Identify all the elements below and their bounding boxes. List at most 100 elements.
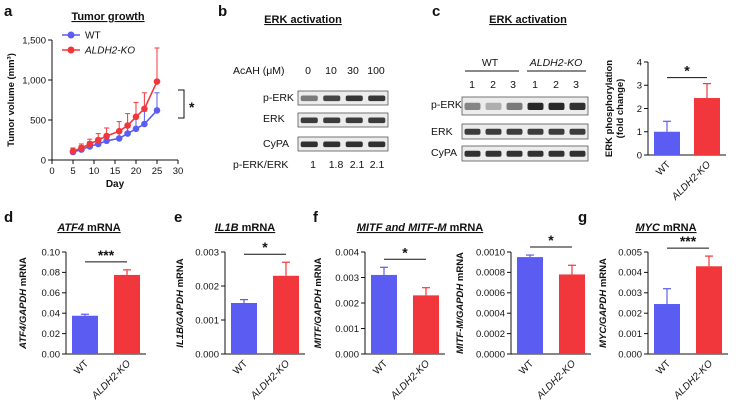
panel-e-ylabel-unit: mRNA — [175, 258, 186, 290]
blot-c-perk-band — [485, 102, 502, 110]
panel-a-point-wt — [132, 125, 140, 133]
panel-c-ytick-label: 1 — [637, 127, 642, 138]
blot-c-cypa-membrane — [461, 145, 589, 162]
panel-f2-ytick-label: 0.0004 — [476, 309, 505, 320]
blot-c-group-wt: WT — [482, 57, 499, 69]
panel-g-ylabel-gene: MYC/GAPDH — [598, 289, 609, 348]
panel-e-ytick-label: 0.003 — [195, 247, 219, 258]
blot-c-cypa-band — [527, 150, 544, 157]
panel-e-title: IL1B mRNA — [215, 222, 276, 234]
panel-c-ylabel: (fold change) — [615, 79, 626, 139]
panel-a-xtick-label: 25 — [152, 166, 163, 177]
panel-a-xtick-label: 5 — [70, 166, 75, 177]
blot-b-row-erk: ERK — [263, 113, 285, 125]
panel-d-bar-wt — [72, 315, 98, 354]
blot-c-erk — [461, 123, 589, 140]
panel-g-ytick-label: 0.002 — [618, 309, 642, 320]
legend-wt-marker — [67, 31, 75, 39]
panel-c-sig: * — [684, 63, 690, 79]
panel-a-point-ko — [132, 113, 140, 121]
panel-g-xtick-label-ko: ALDH2-KO — [671, 358, 715, 400]
panel-b-title: ERK activation — [264, 14, 342, 26]
panel-e-xtick-label-wt: WT — [231, 358, 250, 377]
panel-d-ytick-label: 0.10 — [42, 247, 61, 258]
panel-f2-ytick-label: 0.0006 — [476, 288, 505, 299]
panel-a-sig: * — [189, 99, 195, 115]
panel-d-ytick-label: 0.08 — [42, 268, 61, 279]
panel-f2-bar-wt — [517, 257, 543, 354]
blot-b-dose-100: 100 — [367, 65, 385, 77]
blot-b-dose-10: 10 — [325, 65, 337, 77]
blot-b-ratio-2: 1.8 — [329, 159, 344, 171]
panel-f1-sig: * — [402, 244, 408, 260]
blot-b-cypa-band — [323, 141, 341, 148]
panel-d-ylabel-gene: ATF4/GAPDH — [18, 288, 29, 350]
panel-a-point-wt — [103, 137, 110, 145]
blot-c-erk-band — [569, 128, 586, 135]
blot-b-row-perk: p-ERK — [263, 92, 294, 104]
panel-a-letter: a — [4, 3, 13, 20]
panel-e-xtick-label-ko: ALDH2-KO — [248, 358, 292, 400]
blot-c-lane-5: 2 — [553, 79, 559, 91]
blot-c-lane-1: 1 — [469, 79, 475, 91]
panel-f1-ytick-label: 0.000 — [335, 349, 359, 360]
blot-c-lane-6: 3 — [573, 79, 579, 91]
panel-f1-ytick-label: 0.001 — [335, 324, 359, 335]
blot-b-perk-band — [345, 95, 363, 102]
panel-d-bar-ko — [114, 274, 140, 354]
panel-a-xtick-label: 30 — [173, 166, 184, 177]
blot-c-cypa-band — [506, 150, 523, 157]
blot-c-cypa-band — [548, 150, 565, 157]
panel-a-xtick-label: 15 — [110, 166, 121, 177]
panel-a-ylabel: Tumor volume (mm³) — [6, 53, 17, 147]
blot-b-erk-band — [368, 117, 386, 124]
panel-e-bar-wt — [231, 303, 257, 354]
panel-g-letter: g — [578, 209, 587, 226]
panel-f2-ytick-label: 0.0010 — [476, 247, 505, 258]
panel-c-ytick-label: 4 — [637, 57, 642, 68]
panel-f1-xtick-label-wt: WT — [371, 358, 390, 377]
panel-f1-ytick-label: 0.002 — [335, 298, 359, 309]
panel-a-xtick-label: 10 — [89, 166, 100, 177]
panel-a-point-ko — [69, 147, 77, 155]
blot-b-cypa — [297, 136, 389, 152]
panel-g-xtick-label-wt: WT — [654, 358, 673, 377]
panel-f2-xtick-label-ko: ALDH2-KO — [534, 358, 578, 400]
panel-f2-ytick-label: 0.0002 — [476, 329, 505, 340]
panel-f1-ytick-label: 0.004 — [335, 247, 359, 258]
blot-b-dose-label: AcAH (μM) — [233, 65, 285, 77]
blot-b-cypa-band — [345, 141, 363, 148]
panel-e-ytick-label: 0.000 — [195, 349, 219, 360]
legend-wt-label: WT — [85, 31, 101, 42]
panel-c-bar-wt — [654, 131, 680, 155]
blot-c-cypa-band — [569, 150, 586, 157]
blot-b-perk-band — [323, 95, 341, 102]
blot-b-dose-0: 0 — [305, 65, 311, 77]
panel-a-line-ko — [72, 81, 158, 152]
panel-d-ytick-label: 0.06 — [42, 288, 61, 299]
panel-a-point-wt — [115, 135, 123, 142]
blot-b-ratio-label: p-ERK/ERK — [233, 159, 288, 171]
panel-a-point-ko — [115, 127, 123, 135]
panel-g-ytick-label: 0.000 — [618, 349, 642, 360]
blot-c-lane-3: 3 — [510, 79, 516, 91]
panel-a-xtick-label: 0 — [49, 166, 54, 177]
panel-d-xtick-label-wt: WT — [72, 358, 91, 377]
blot-c-erk-membrane — [461, 123, 589, 140]
legend-ko-marker — [67, 46, 75, 54]
panel-f2-sig: * — [548, 232, 554, 248]
panel-c-ytick-label: 0 — [637, 150, 642, 161]
panel-e-ytick-label: 0.001 — [195, 315, 219, 326]
blot-b-erk-band — [323, 117, 341, 124]
panel-e-ylabel: IL1B/GAPDH mRNA — [175, 258, 186, 347]
panel-a-point-wt — [141, 120, 148, 128]
blot-b-cypa-band — [368, 141, 386, 148]
blot-c-row-erk: ERK — [431, 126, 453, 138]
panel-a-line-wt — [72, 109, 158, 153]
panel-c-xtick-label-wt: WT — [654, 159, 673, 178]
blot-b-ratio-3: 2.1 — [350, 159, 365, 171]
panel-g-ylabel-unit: mRNA — [598, 258, 609, 290]
blot-c-cypa-band — [485, 150, 502, 157]
panel-c-ytick-label: 3 — [637, 81, 642, 92]
